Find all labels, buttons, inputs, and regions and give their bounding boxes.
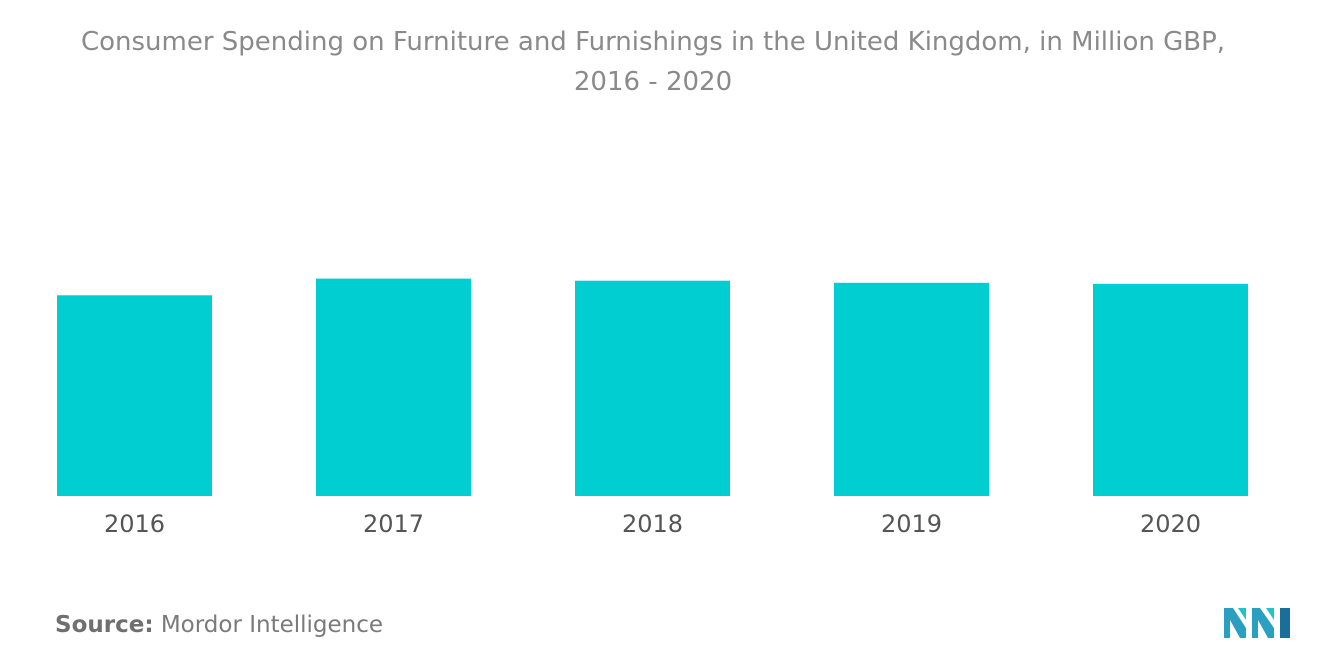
bar-2016 <box>57 295 212 496</box>
bar-2020 <box>1093 283 1248 496</box>
chart-title-line-1: Consumer Spending on Furniture and Furni… <box>80 27 1226 57</box>
mordor-intelligence-logo-icon <box>1224 608 1290 638</box>
chart-title: Consumer Spending on Furniture and Furni… <box>0 22 1306 102</box>
x-tick-label-2016: 2016 <box>104 510 165 538</box>
bar-2019 <box>834 282 989 496</box>
source-note: Source: Mordor Intelligence <box>55 612 383 638</box>
chart-title-line-2: 2016 - 2020 <box>573 67 733 97</box>
source-label: Source: <box>55 612 154 638</box>
x-tick-label-2019: 2019 <box>881 510 942 538</box>
x-tick-label-2018: 2018 <box>622 510 683 538</box>
x-tick-label-2020: 2020 <box>1140 510 1201 538</box>
source-value: Mordor Intelligence <box>160 612 384 638</box>
bar-chart: 2016 2017 2018 2019 2020 <box>57 278 1248 538</box>
bar-2017 <box>316 278 471 496</box>
bar-2018 <box>575 280 730 496</box>
x-tick-label-2017: 2017 <box>363 510 424 538</box>
